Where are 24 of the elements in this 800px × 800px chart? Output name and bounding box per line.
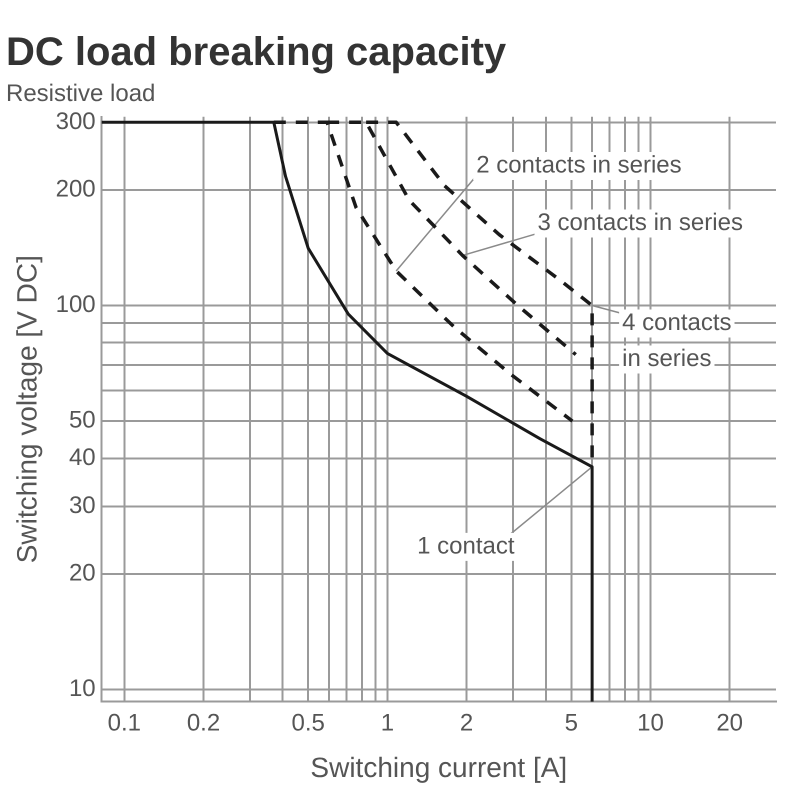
annotation: 4 contacts in series bbox=[622, 309, 732, 372]
x-tick-label: 10 bbox=[637, 710, 664, 737]
annotation: 1 contact bbox=[417, 532, 515, 560]
y-tick-label: 100 bbox=[56, 291, 96, 318]
y-tick-label: 40 bbox=[68, 444, 96, 471]
x-tick-label: 2 bbox=[460, 710, 474, 737]
x-tick-label: 5 bbox=[564, 710, 578, 737]
x-tick-label: 0.2 bbox=[186, 710, 220, 737]
y-tick-label: 300 bbox=[56, 108, 96, 135]
y-tick-label: 10 bbox=[68, 675, 96, 702]
x-tick-label: 0.5 bbox=[292, 710, 325, 737]
y-tick-label: 50 bbox=[68, 406, 96, 434]
annotation: 3 contacts in series bbox=[538, 209, 743, 236]
chart-subtitle: Resistive load bbox=[6, 80, 156, 108]
annotation: 2 contacts in series bbox=[476, 152, 682, 179]
y-tick-label: 20 bbox=[68, 560, 96, 587]
chart-title: DC load breaking capacity bbox=[6, 30, 507, 74]
y-tick-label: 200 bbox=[56, 176, 96, 203]
y-tick-label: 30 bbox=[68, 492, 96, 519]
x-tick-label: 20 bbox=[716, 710, 744, 737]
x-tick-label: 1 bbox=[380, 710, 394, 737]
x-tick-label: 0.1 bbox=[108, 710, 142, 737]
y-axis-title: Switching voltage [V DC] bbox=[12, 255, 43, 564]
x-axis-title: Switching current [A] bbox=[310, 752, 568, 783]
